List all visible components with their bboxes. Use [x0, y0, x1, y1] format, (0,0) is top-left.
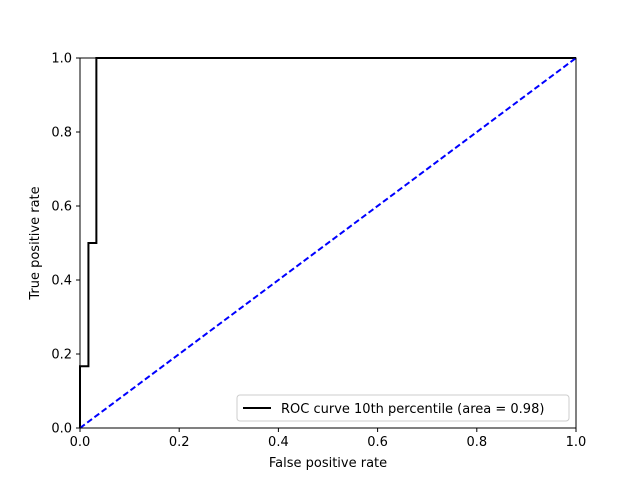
legend-label-roc: ROC curve 10th percentile (area = 0.98): [281, 402, 544, 417]
y-tick-label: 0.0: [51, 422, 72, 437]
y-axis-label: True positive rate: [28, 186, 43, 300]
y-tick-label: 0.8: [51, 126, 72, 141]
legend: ROC curve 10th percentile (area = 0.98): [236, 394, 570, 422]
x-tick-label: 0.2: [169, 435, 190, 450]
x-tick-label: 0.6: [367, 435, 388, 450]
y-tick-label: 0.2: [51, 348, 72, 363]
y-axis-ticks: 0.0 0.2 0.4 0.6 0.8 1.0: [51, 52, 80, 437]
y-tick-label: 1.0: [51, 52, 72, 67]
chance-diagonal-line: [79, 57, 577, 429]
x-axis-ticks: 0.0 0.2 0.4 0.6 0.8 1.0: [70, 428, 587, 450]
x-tick-label: 0.0: [70, 435, 91, 450]
y-tick-label: 0.6: [51, 200, 72, 215]
x-tick-label: 1.0: [566, 435, 587, 450]
x-tick-label: 0.8: [466, 435, 487, 450]
y-tick-label: 0.4: [51, 274, 72, 289]
x-tick-label: 0.4: [268, 435, 289, 450]
x-axis-label: False positive rate: [269, 456, 387, 471]
plot-area: [79, 57, 577, 429]
plot-frame: [79, 57, 577, 429]
legend-box: [236, 394, 570, 422]
